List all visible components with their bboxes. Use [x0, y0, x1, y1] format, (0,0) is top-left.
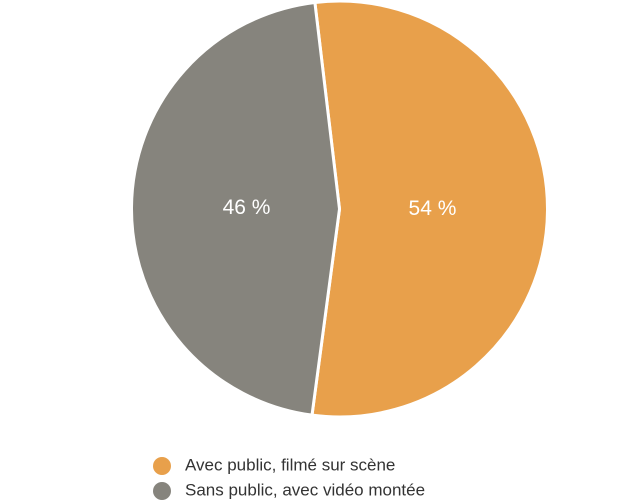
legend-marker — [153, 482, 171, 500]
slice-label: 46 % — [223, 196, 271, 219]
legend-marker — [153, 457, 171, 475]
legend-label: Avec public, filmé sur scène — [185, 455, 395, 474]
slice-label: 54 % — [409, 197, 457, 220]
legend-label: Sans public, avec vidéo montée — [185, 480, 425, 499]
pie-slice — [310, 0, 549, 419]
pie-slice — [130, 0, 341, 417]
